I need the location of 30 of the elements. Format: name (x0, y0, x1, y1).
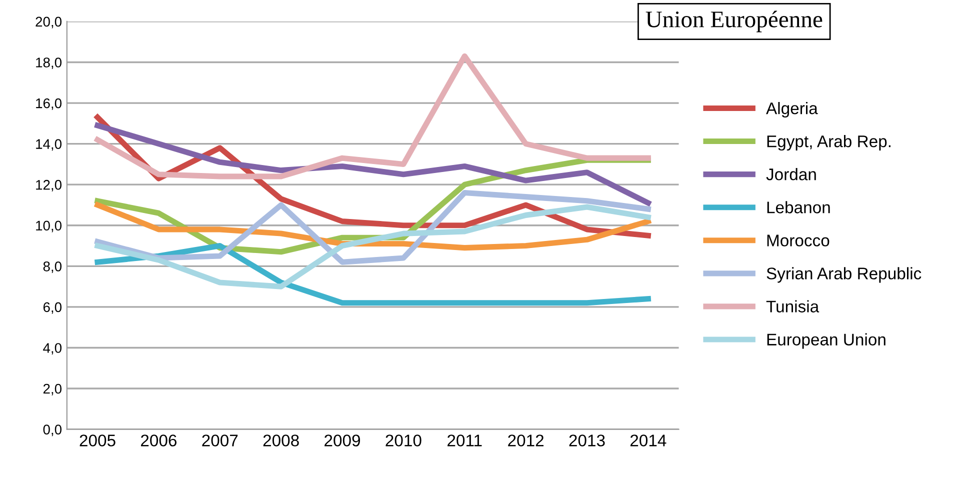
x-tick-label: 2007 (202, 434, 238, 446)
y-tick-label: 0,0 (43, 424, 62, 436)
y-tick-label: 20,0 (36, 16, 62, 28)
x-tick-label: 2010 (386, 434, 422, 446)
y-tick-label: 4,0 (43, 343, 62, 355)
legend-label: Lebanon (767, 201, 830, 214)
y-tick-label: 12,0 (36, 180, 62, 192)
x-tick-label: 2012 (508, 434, 544, 446)
x-tick-label: 2008 (263, 434, 299, 446)
x-tick-label: 2011 (448, 434, 482, 446)
x-tick-label: 2005 (80, 434, 116, 446)
y-tick-label: 2,0 (43, 384, 62, 396)
x-tick-label: 2014 (630, 434, 666, 446)
y-tick-label: 18,0 (36, 58, 62, 70)
legend-label: Syrian Arab Republic (766, 267, 922, 283)
y-tick-label: 6,0 (43, 302, 62, 314)
legend-label: Tunisia (766, 300, 820, 312)
legend-label: European Union (767, 333, 886, 349)
legend-label: Egypt, Arab Rep. (767, 135, 890, 151)
legend-label: Algeria (766, 102, 818, 118)
annotation: Union Européenne (646, 10, 822, 32)
y-tick-label: 14,0 (36, 139, 62, 151)
legend-label: Morocco (767, 234, 830, 246)
legend-label: Jordan (766, 168, 816, 180)
y-tick-label: 10,0 (36, 220, 62, 232)
x-tick-label: 2013 (569, 434, 605, 446)
y-tick-label: 16,0 (36, 98, 62, 110)
x-tick-label: 2009 (324, 434, 360, 446)
y-tick-label: 8,0 (43, 262, 62, 273)
x-tick-label: 2006 (141, 434, 177, 446)
